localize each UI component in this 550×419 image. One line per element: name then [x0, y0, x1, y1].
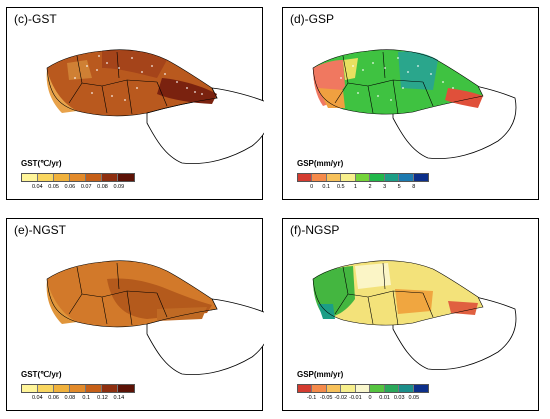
legend-ticks: -0.1 -0.05 -0.02 -0.01 0 0.01 0.03 0.05 — [297, 395, 429, 403]
legend-swatch — [413, 385, 429, 392]
legend-swatch — [22, 174, 38, 181]
panel-title: (e)-NGST — [14, 223, 66, 237]
map-gsp — [312, 49, 517, 160]
speckle-layer — [74, 55, 203, 101]
legend-swatch — [355, 385, 371, 392]
legend-ticks: 0 0.1 0.5 1 2 3 5 8 — [297, 184, 429, 192]
tick-label: 0.09 — [113, 184, 125, 190]
legend-swatch — [355, 174, 371, 181]
panel-gst: (c)-GST GST(℃/yr) — [6, 7, 264, 200]
tick-label: 0 — [310, 184, 314, 190]
tick-label: 8 — [412, 184, 416, 190]
legend-swatch — [298, 174, 313, 181]
tick-label: 0.05 — [48, 184, 59, 190]
color-legend — [297, 173, 429, 182]
color-legend — [21, 384, 135, 393]
panel-title: (d)-GSP — [290, 12, 335, 26]
legend-swatch — [22, 385, 38, 392]
legend-swatch — [312, 385, 327, 392]
legend-swatch — [341, 385, 356, 392]
legend-swatch — [326, 385, 342, 392]
legend-swatch — [370, 385, 385, 392]
tick-label: 0.12 — [97, 395, 108, 401]
tick-label: 0.1 — [82, 395, 91, 401]
tick-label: -0.01 — [349, 395, 362, 401]
legend-swatch — [38, 174, 54, 181]
map-ngsp — [312, 260, 517, 371]
legend-swatch — [102, 174, 118, 181]
legend-swatch — [413, 174, 429, 181]
map-ngst — [46, 260, 264, 376]
panel-gsp: (d)-GSP GSP(mm/yr) — [282, 7, 539, 200]
legend-swatch — [341, 174, 356, 181]
legend-title: GST(℃/yr) — [21, 159, 62, 168]
color-legend — [297, 384, 429, 393]
tick-label: -0.02 — [334, 395, 348, 401]
legend-swatch — [298, 385, 313, 392]
legend-swatch — [54, 385, 70, 392]
legend-swatch — [384, 174, 400, 181]
tick-label: 1 — [353, 184, 357, 190]
panel-title: (f)-NGSP — [290, 223, 340, 237]
tick-label: 0.14 — [113, 395, 125, 401]
tick-label: 5 — [397, 184, 401, 190]
legend-swatch — [118, 174, 134, 181]
tick-label: 0.1 — [322, 184, 331, 190]
tick-label: 2 — [368, 184, 372, 190]
legend-swatch — [70, 385, 86, 392]
legend-swatch — [102, 385, 118, 392]
tick-label: 0.5 — [336, 184, 345, 190]
legend-swatch — [54, 174, 70, 181]
legend-swatch — [118, 385, 134, 392]
map-gst — [46, 49, 264, 165]
legend-title: GSP(mm/yr) — [297, 370, 344, 379]
legend-swatch — [326, 174, 342, 181]
legend-title: GSP(mm/yr) — [297, 159, 344, 168]
legend-swatch — [70, 174, 86, 181]
tick-label: 0.06 — [64, 184, 76, 190]
tick-label: 0.07 — [80, 184, 92, 190]
tick-label: 0.06 — [48, 395, 59, 401]
legend-ticks: 0.04 0.05 0.06 0.07 0.08 0.09 — [21, 184, 135, 192]
tick-label: -0.1 — [306, 395, 317, 401]
tick-label: 0.08 — [97, 184, 108, 190]
legend-swatch — [399, 385, 414, 392]
speckle-layer — [340, 57, 454, 101]
tick-label: 0.08 — [64, 395, 76, 401]
tick-label: -0.05 — [319, 395, 333, 401]
tick-label: 0 — [368, 395, 372, 401]
legend-swatch — [86, 385, 102, 392]
panel-ngst: (e)-NGST GST(℃/yr) 0.04 0.06 0.08 0.1 0.… — [6, 218, 264, 411]
panel-title: (c)-GST — [14, 12, 57, 26]
tick-label: 0.01 — [379, 395, 390, 401]
tick-label: 0.04 — [31, 184, 43, 190]
tick-label: 3 — [383, 184, 387, 190]
legend-swatch — [384, 385, 400, 392]
legend-swatch — [38, 385, 54, 392]
tick-label: 0.05 — [408, 395, 420, 401]
legend-swatch — [399, 174, 414, 181]
legend-ticks: 0.04 0.06 0.08 0.1 0.12 0.14 — [21, 395, 135, 403]
legend-swatch — [370, 174, 385, 181]
color-legend — [21, 173, 135, 182]
tick-label: 0.03 — [393, 395, 405, 401]
panel-ngsp: (f)-NGSP GSP(mm/yr) -0.1 -0.05 - — [282, 218, 539, 411]
tick-label: 0.04 — [31, 395, 43, 401]
legend-title: GST(℃/yr) — [21, 370, 62, 379]
legend-swatch — [312, 174, 327, 181]
legend-swatch — [86, 174, 102, 181]
